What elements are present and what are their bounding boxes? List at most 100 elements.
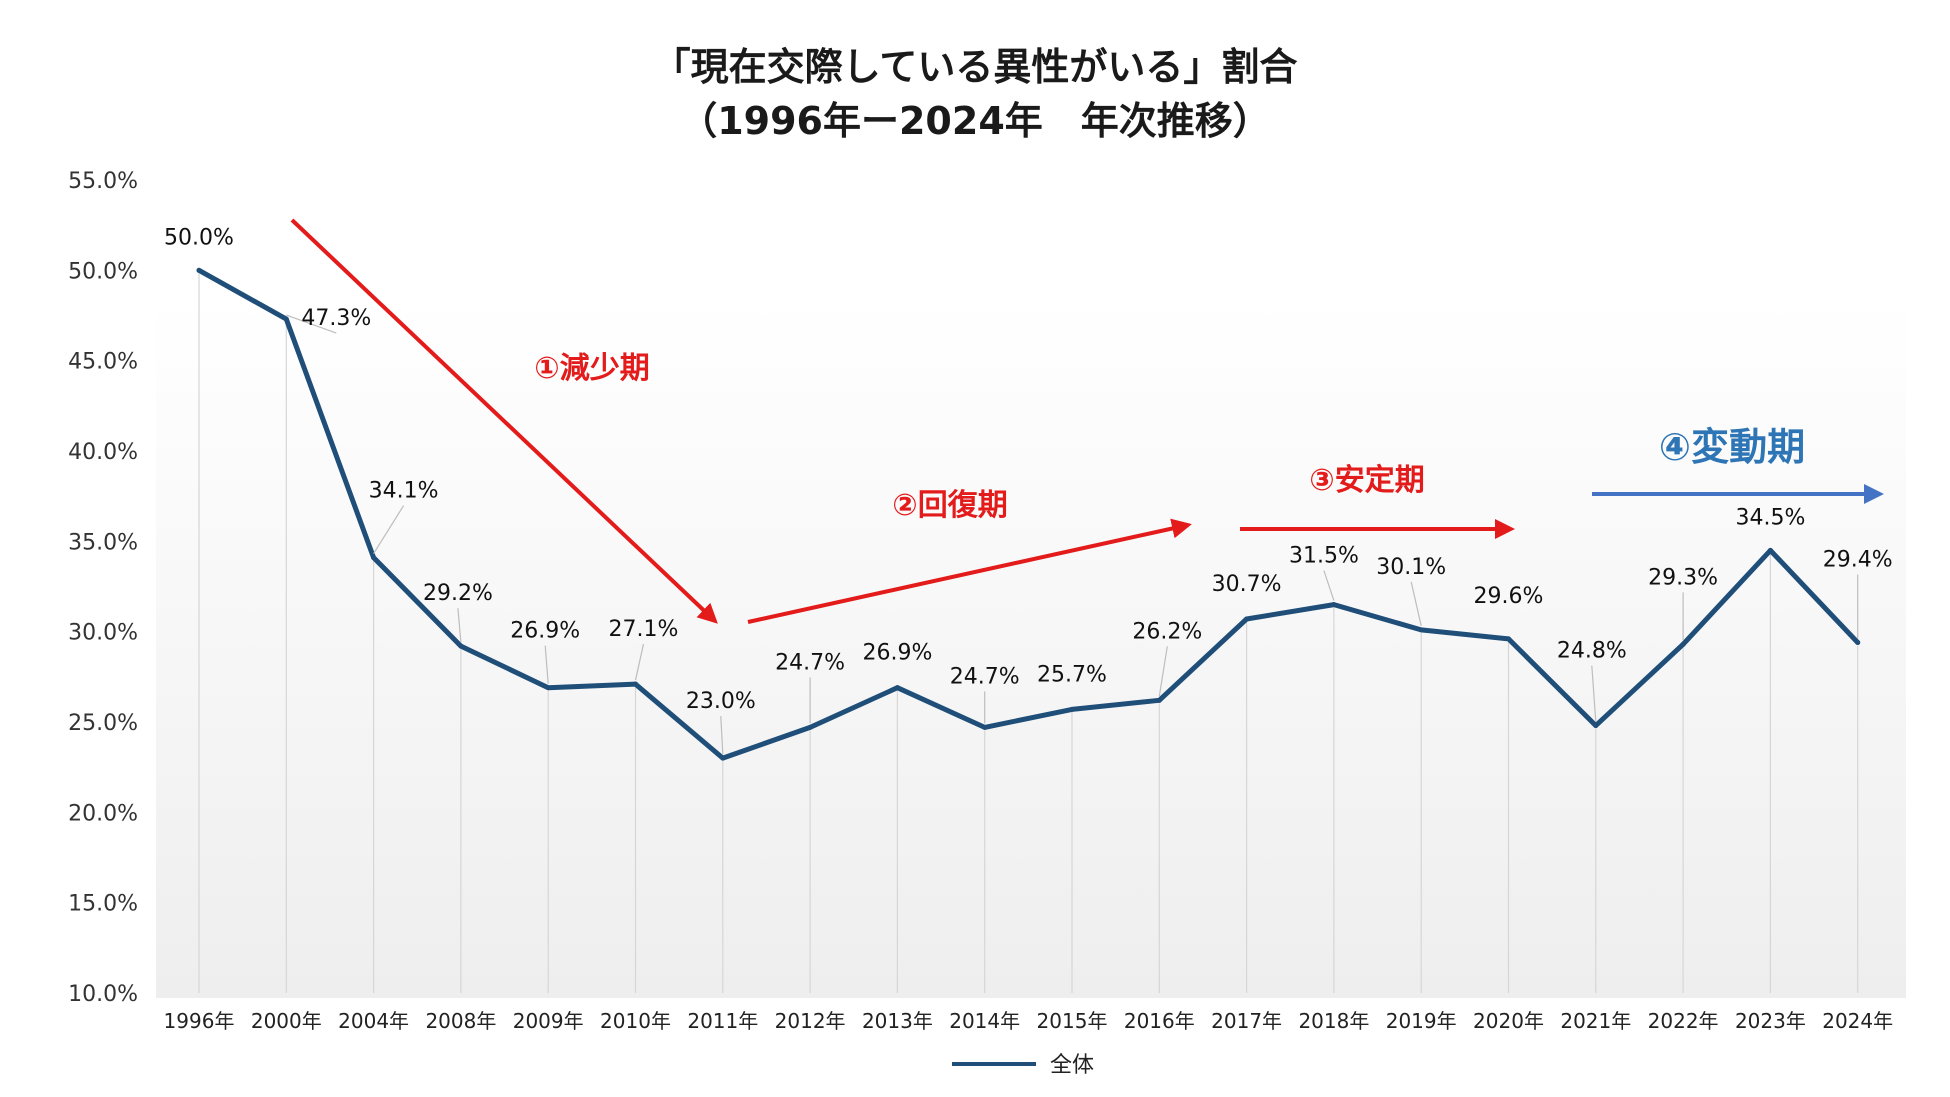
data-label: 47.3% bbox=[301, 306, 371, 331]
data-label-leader bbox=[634, 643, 645, 681]
x-tick-label: 2016年 bbox=[1124, 1009, 1195, 1033]
data-point bbox=[807, 724, 813, 730]
gridlines bbox=[198, 273, 1859, 993]
x-tick-label: 2013年 bbox=[862, 1009, 933, 1033]
data-point bbox=[458, 643, 464, 649]
x-tick-label: 2017年 bbox=[1211, 1009, 1282, 1033]
y-axis: 10.0% 15.0% 20.0% 25.0% 30.0% 35.0% 40.0% 45.0%… bbox=[68, 169, 138, 1007]
data-label-leader bbox=[1410, 581, 1422, 626]
x-tick-label: 2004年 bbox=[338, 1009, 409, 1033]
data-label: 29.6% bbox=[1474, 584, 1544, 609]
y-tick-label: 15.0% bbox=[68, 892, 138, 917]
data-label: 50.0% bbox=[164, 225, 234, 250]
data-point bbox=[545, 685, 551, 691]
data-label: 26.2% bbox=[1132, 619, 1202, 644]
phase-label-recovery: ②回復期 bbox=[892, 488, 1007, 523]
data-point bbox=[1244, 616, 1250, 622]
y-tick-label: 20.0% bbox=[68, 801, 138, 826]
data-point bbox=[283, 316, 289, 322]
x-tick-label: 2021年 bbox=[1560, 1009, 1631, 1033]
data-point bbox=[196, 267, 202, 273]
data-label: 24.8% bbox=[1557, 639, 1627, 664]
phase-label-decline: ①減少期 bbox=[534, 351, 649, 386]
y-tick-label: 10.0% bbox=[68, 982, 138, 1007]
y-tick-label: 55.0% bbox=[68, 169, 138, 194]
x-tick-label: 2018年 bbox=[1298, 1009, 1369, 1033]
plot-background bbox=[156, 300, 1906, 998]
x-tick-label: 2020年 bbox=[1473, 1009, 1544, 1033]
recovery-arrow bbox=[747, 518, 1192, 624]
data-point bbox=[720, 755, 726, 761]
x-tick-label: 2009年 bbox=[513, 1009, 584, 1033]
x-tick-label: 2015年 bbox=[1037, 1009, 1108, 1033]
data-label-leader bbox=[1591, 665, 1597, 722]
data-label: 24.7% bbox=[775, 650, 845, 675]
x-tick-label: 2023年 bbox=[1735, 1009, 1806, 1033]
y-tick-label: 25.0% bbox=[68, 711, 138, 736]
phase-label-stable: ③安定期 bbox=[1309, 463, 1424, 498]
data-label-leader bbox=[286, 314, 337, 334]
x-tick-label: 2022年 bbox=[1648, 1009, 1719, 1033]
series-line-overall bbox=[196, 267, 1861, 761]
data-label: 30.7% bbox=[1212, 572, 1282, 597]
data-label-leader bbox=[544, 645, 549, 684]
legend: 全体 bbox=[952, 1053, 1094, 1078]
data-point bbox=[1506, 636, 1511, 642]
data-label: 34.1% bbox=[369, 479, 439, 504]
data-label: 26.9% bbox=[862, 641, 932, 666]
data-label: 25.7% bbox=[1037, 662, 1107, 687]
decline-arrow bbox=[290, 218, 718, 624]
data-label: 27.1% bbox=[609, 617, 679, 642]
data-point bbox=[1156, 697, 1162, 703]
x-tick-label: 2019年 bbox=[1386, 1009, 1457, 1033]
chart-title-line1: 「現在交際している異性がいる」割合 bbox=[653, 45, 1298, 89]
data-label-leader bbox=[373, 505, 405, 554]
x-tick-label: 2014年 bbox=[949, 1009, 1020, 1033]
data-point bbox=[633, 681, 638, 687]
y-tick-label: 30.0% bbox=[68, 621, 138, 646]
data-point bbox=[1593, 723, 1599, 729]
data-label: 29.3% bbox=[1648, 565, 1718, 590]
y-tick-label: 45.0% bbox=[68, 350, 138, 375]
data-point bbox=[1069, 706, 1075, 712]
x-axis: 1996年 2000年 2004年 2008年 2009年 2010年 2011年 2012年… bbox=[164, 1009, 1894, 1033]
y-tick-label: 40.0% bbox=[68, 440, 138, 465]
x-tick-label: 2010年 bbox=[600, 1009, 671, 1033]
data-label: 34.5% bbox=[1735, 505, 1805, 530]
series-group bbox=[196, 267, 1861, 761]
data-label: 29.2% bbox=[423, 581, 493, 606]
x-tick-label: 2000年 bbox=[251, 1009, 322, 1033]
x-tick-label: 2008年 bbox=[425, 1009, 496, 1033]
phase-label-fluctuation: ④変動期 bbox=[1659, 425, 1805, 469]
data-label-leader bbox=[1158, 646, 1168, 697]
data-label-leader bbox=[720, 716, 724, 755]
data-label: 31.5% bbox=[1289, 544, 1359, 569]
data-point bbox=[894, 685, 900, 691]
legend-label: 全体 bbox=[1050, 1053, 1094, 1078]
data-point bbox=[982, 724, 988, 730]
phase-arrows bbox=[290, 218, 1884, 624]
data-label: 29.4% bbox=[1823, 548, 1893, 573]
x-tick-label: 2011年 bbox=[687, 1009, 758, 1033]
data-label-leader bbox=[457, 608, 462, 643]
x-tick-label: 1996年 bbox=[164, 1009, 235, 1033]
phase-labels: ①減少期 ②回復期 ③安定期 ④変動期 bbox=[534, 351, 1805, 523]
x-tick-label: 2024年 bbox=[1822, 1009, 1893, 1033]
chart-title-line2: （1996年ー2024年 年次推移） bbox=[679, 99, 1271, 143]
data-label: 26.9% bbox=[510, 619, 580, 644]
data-point bbox=[1767, 547, 1773, 553]
y-tick-label: 50.0% bbox=[68, 259, 138, 284]
data-point bbox=[1331, 602, 1337, 608]
data-point bbox=[371, 555, 377, 561]
data-labels: 50.0% 47.3% 34.1% 29.2% 26.9% 27.1% 23.0% 24.7%… bbox=[164, 225, 1893, 755]
data-point bbox=[1418, 627, 1424, 633]
data-label-leader bbox=[1323, 570, 1335, 601]
data-point bbox=[1855, 640, 1861, 646]
data-label: 24.7% bbox=[950, 664, 1020, 689]
x-tick-label: 2012年 bbox=[775, 1009, 846, 1033]
data-point bbox=[1680, 641, 1686, 647]
data-label: 23.0% bbox=[686, 689, 756, 714]
data-label: 30.1% bbox=[1376, 555, 1446, 580]
